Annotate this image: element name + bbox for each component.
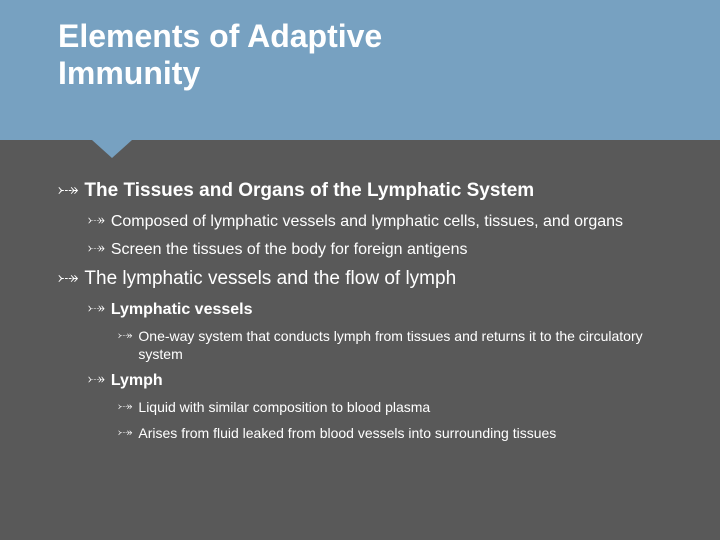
title-line-2: Immunity: [58, 55, 200, 91]
bullet-text: The Tissues and Organs of the Lymphatic …: [84, 180, 534, 202]
bullet-lvl3: ⤐ Arises from fluid leaked from blood ve…: [118, 425, 662, 443]
title-band: Elements of Adaptive Immunity: [0, 0, 720, 140]
bullet-text: The lymphatic vessels and the flow of ly…: [84, 268, 456, 290]
bullet-icon: ⤐: [118, 399, 132, 414]
bullet-icon: ⤐: [88, 371, 105, 389]
bullet-text: One-way system that conducts lymph from …: [138, 328, 662, 363]
bullet-icon: ⤐: [58, 268, 78, 288]
bullet-text: Arises from fluid leaked from blood vess…: [138, 425, 556, 443]
bullet-text: Screen the tissues of the body for forei…: [111, 240, 468, 260]
title-line-1: Elements of Adaptive: [58, 18, 382, 54]
slide-title: Elements of Adaptive Immunity: [0, 0, 720, 92]
bullet-icon: ⤐: [88, 300, 105, 318]
content-area: ⤐ The Tissues and Organs of the Lymphati…: [0, 140, 720, 442]
bullet-lvl3: ⤐ One-way system that conducts lymph fro…: [118, 328, 662, 363]
bullet-icon: ⤐: [58, 180, 78, 200]
bullet-lvl2: ⤐ Lymph: [88, 371, 662, 391]
bullet-icon: ⤐: [118, 425, 132, 440]
bullet-text: Liquid with similar composition to blood…: [138, 399, 430, 417]
bullet-lvl2: ⤐ Lymphatic vessels: [88, 300, 662, 320]
bullet-lvl2: ⤐ Screen the tissues of the body for for…: [88, 240, 662, 260]
band-notch: [92, 140, 132, 158]
bullet-text: Lymph: [111, 371, 163, 391]
bullet-icon: ⤐: [88, 212, 105, 230]
bullet-icon: ⤐: [88, 240, 105, 258]
bullet-icon: ⤐: [118, 328, 132, 343]
bullet-lvl1: ⤐ The lymphatic vessels and the flow of …: [58, 268, 662, 290]
bullet-text: Lymphatic vessels: [111, 300, 253, 320]
bullet-text: Composed of lymphatic vessels and lympha…: [111, 212, 623, 232]
bullet-lvl2: ⤐ Composed of lymphatic vessels and lymp…: [88, 212, 662, 232]
bullet-lvl3: ⤐ Liquid with similar composition to blo…: [118, 399, 662, 417]
bullet-lvl1: ⤐ The Tissues and Organs of the Lymphati…: [58, 180, 662, 202]
